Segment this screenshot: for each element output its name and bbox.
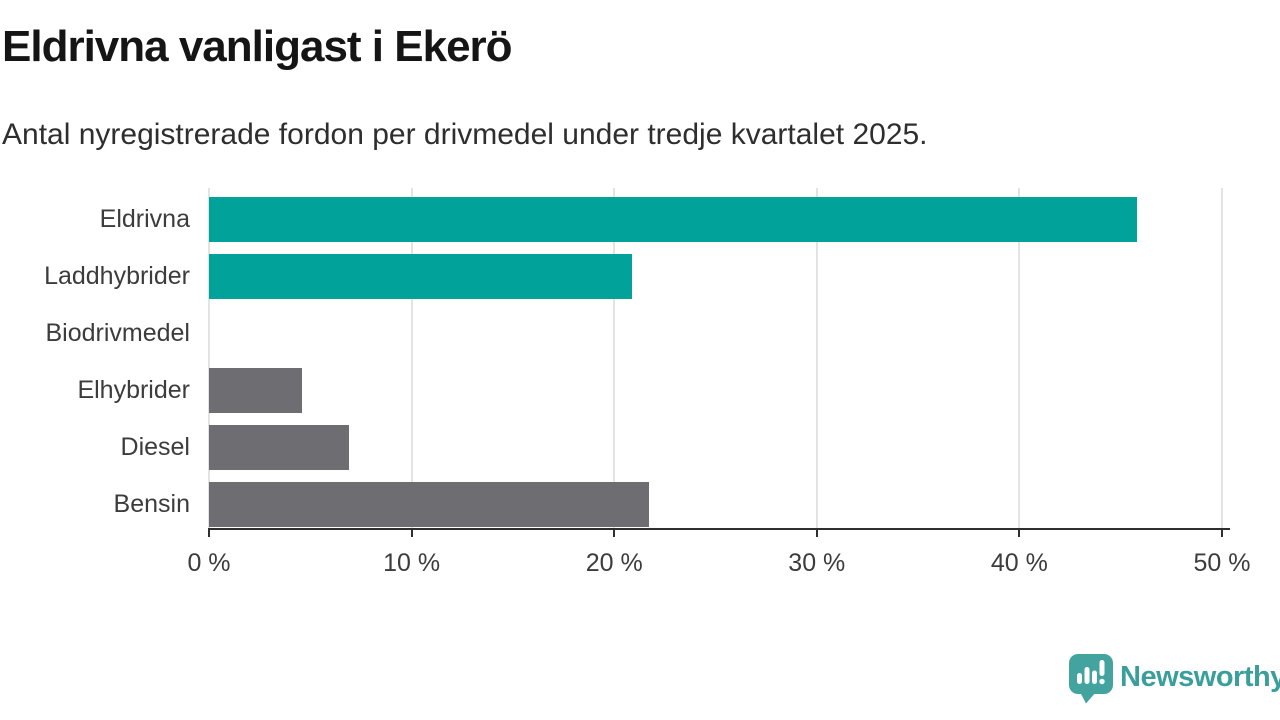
gridline-50 xyxy=(1221,188,1223,528)
x-axis-tick-label-40: 40 % xyxy=(990,549,1048,577)
x-axis-tick-label-30: 30 % xyxy=(788,549,846,577)
category-label-biodrivmedel: Biodrivmedel xyxy=(45,319,190,347)
x-axis-tick-label-20: 20 % xyxy=(585,549,643,577)
x-axis-tick-10 xyxy=(410,528,413,537)
x-axis-tick-label-50: 50 % xyxy=(1193,549,1251,577)
chart-title: Eldrivna vanligast i Ekerö xyxy=(2,22,513,71)
x-axis-tick-50 xyxy=(1221,528,1223,537)
category-label-diesel: Diesel xyxy=(120,433,190,461)
bar-elhybrider xyxy=(209,368,303,413)
bar-bensin xyxy=(209,482,649,527)
category-label-bensin: Bensin xyxy=(113,490,190,518)
x-axis-tick-30 xyxy=(815,528,818,537)
bar-laddhybrider xyxy=(209,254,633,299)
bar-eldrivna xyxy=(209,197,1137,242)
category-label-laddhybrider: Laddhybrider xyxy=(44,262,190,290)
bar-diesel xyxy=(209,425,349,470)
gridline-20 xyxy=(613,188,616,528)
category-label-elhybrider: Elhybrider xyxy=(77,376,190,404)
gridline-0 xyxy=(208,188,210,528)
category-label-eldrivna: Eldrivna xyxy=(99,205,190,233)
x-axis-tick-label-10: 10 % xyxy=(383,549,441,577)
gridline-40 xyxy=(1018,188,1021,528)
x-axis-tick-40 xyxy=(1018,528,1021,537)
chart-subtitle: Antal nyregistrerade fordon per drivmede… xyxy=(2,118,928,151)
gridline-10 xyxy=(410,188,413,528)
gridline-30 xyxy=(815,188,818,528)
x-axis-line xyxy=(208,528,1230,530)
x-axis-tick-label-0: 0 % xyxy=(187,549,231,577)
x-axis-tick-20 xyxy=(613,528,616,537)
newsworthy-logo-icon xyxy=(1069,654,1113,704)
newsworthy-logo-text: Newsworthy xyxy=(1120,661,1280,693)
x-axis-tick-0 xyxy=(208,528,210,537)
